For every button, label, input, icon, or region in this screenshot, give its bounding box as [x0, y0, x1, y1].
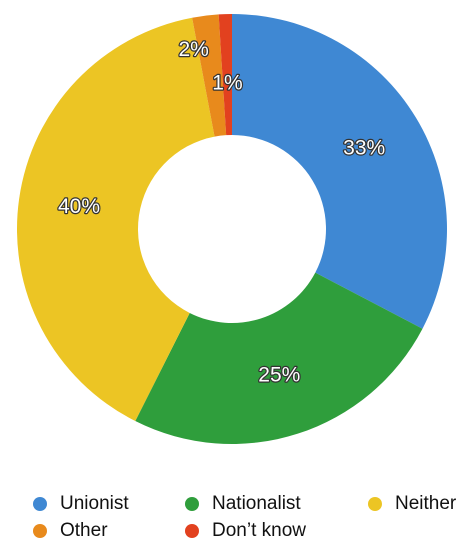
slice — [218, 14, 232, 136]
legend-swatch — [185, 524, 199, 538]
legend-label: Neither — [395, 493, 457, 514]
data-label: 2% — [178, 38, 208, 61]
legend-swatch — [185, 497, 199, 511]
legend-swatch — [33, 524, 47, 538]
data-label: 33% — [343, 137, 385, 160]
legend-label: Other — [60, 520, 108, 540]
slice — [232, 14, 447, 329]
data-label: 40% — [58, 195, 100, 218]
data-label: 1% — [212, 72, 242, 95]
slice — [17, 17, 215, 422]
slice — [192, 14, 227, 137]
legend-swatch — [33, 497, 47, 511]
data-label: 25% — [258, 364, 300, 387]
legend-label: Unionist — [60, 493, 129, 514]
legend-label: Don’t know — [212, 520, 306, 540]
slice — [135, 272, 423, 444]
legend-label: Nationalist — [212, 493, 301, 514]
legend-swatch — [368, 497, 382, 511]
